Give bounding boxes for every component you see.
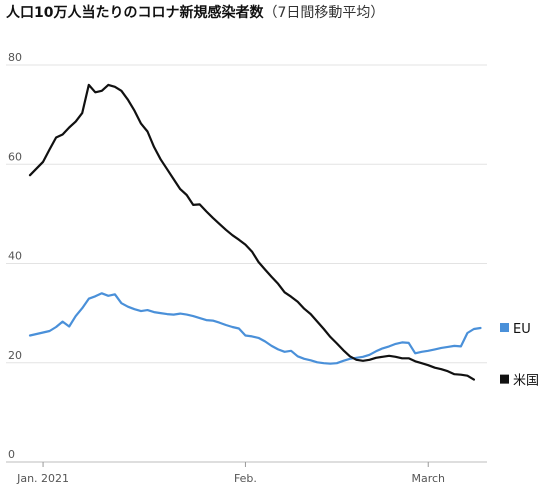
y-tick-label: 60 — [8, 150, 22, 163]
x-tick-label: Feb. — [234, 472, 257, 485]
y-tick-label: 0 — [8, 448, 15, 461]
series-lines — [28, 83, 482, 381]
chart-subtitle: （7日間移動平均） — [263, 5, 385, 21]
chart-title-main: 人口10万人当たりのコロナ新規感染者数 — [6, 5, 264, 21]
y-tick-label: 80 — [8, 51, 22, 64]
x-tick-label: March — [411, 472, 445, 485]
series-line-1 — [28, 83, 475, 381]
legend-label: EU — [513, 322, 531, 337]
y-tick-label: 20 — [8, 349, 22, 362]
series-line-0 — [28, 292, 482, 365]
y-axis-ticks: 0 20 40 60 80 — [8, 51, 22, 461]
legend: EU 米国 — [500, 322, 539, 389]
legend-swatch — [500, 374, 509, 384]
x-axis-ticks: Jan. 2021 Feb. March — [16, 462, 445, 485]
y-tick-label: 40 — [8, 250, 22, 263]
gridlines — [6, 64, 487, 463]
chart-title: 人口10万人当たりのコロナ新規感染者数（7日間移動平均） — [6, 2, 384, 22]
legend-swatch — [500, 323, 509, 333]
x-tick-label: Jan. 2021 — [16, 472, 69, 485]
legend-label: 米国 — [513, 374, 539, 389]
